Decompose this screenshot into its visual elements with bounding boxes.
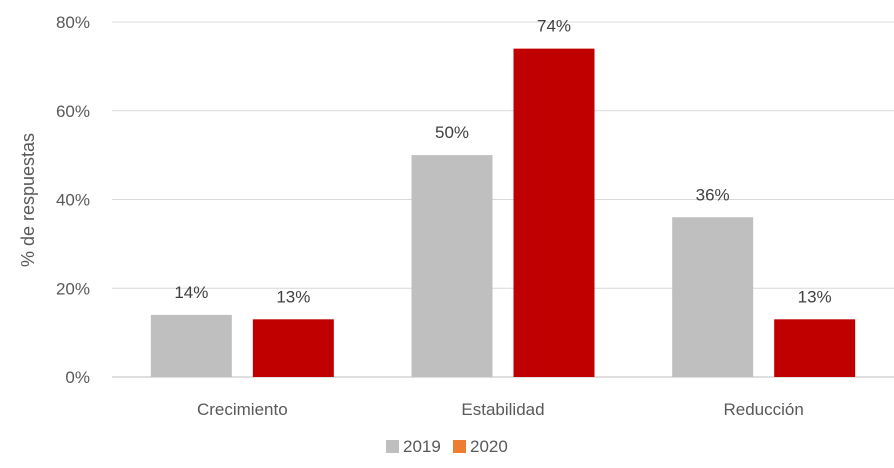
category-label: Estabilidad [461, 400, 544, 419]
data-label: 74% [537, 17, 571, 36]
data-labels: 14% 13% 50% 74% 36% 13% [174, 17, 831, 307]
bars [150, 48, 856, 377]
bar-2019-0 [150, 314, 232, 377]
bar-2019-1 [411, 155, 493, 377]
y-tick-label: 20% [56, 279, 90, 298]
legend-swatch [453, 440, 466, 453]
data-label: 13% [276, 287, 310, 306]
data-label: 36% [696, 185, 730, 204]
legend: 2019 2020 [386, 437, 508, 456]
legend-label: 2019 [403, 437, 441, 456]
y-tick-label: 0% [65, 368, 90, 387]
bar-2020-1 [513, 48, 595, 377]
legend-swatch [386, 440, 399, 453]
category-label: Crecimiento [197, 400, 288, 419]
y-tick-label: 40% [56, 191, 90, 210]
bar-2019-2 [672, 217, 754, 377]
data-label: 13% [798, 287, 832, 306]
y-tick-label: 80% [56, 13, 90, 32]
gridlines [112, 21, 894, 378]
y-axis-ticks: 0% 20% 40% 60% 80% [56, 13, 90, 387]
data-label: 50% [435, 123, 469, 142]
y-tick-label: 60% [56, 102, 90, 121]
y-axis-label: % de respuestas [18, 133, 38, 267]
category-label: Reducción [724, 400, 804, 419]
bar-2020-2 [774, 319, 856, 377]
bar-2020-0 [252, 319, 334, 377]
x-axis-categories: Crecimiento Estabilidad Reducción [197, 400, 804, 419]
data-label: 14% [174, 283, 208, 302]
legend-label: 2020 [470, 437, 508, 456]
